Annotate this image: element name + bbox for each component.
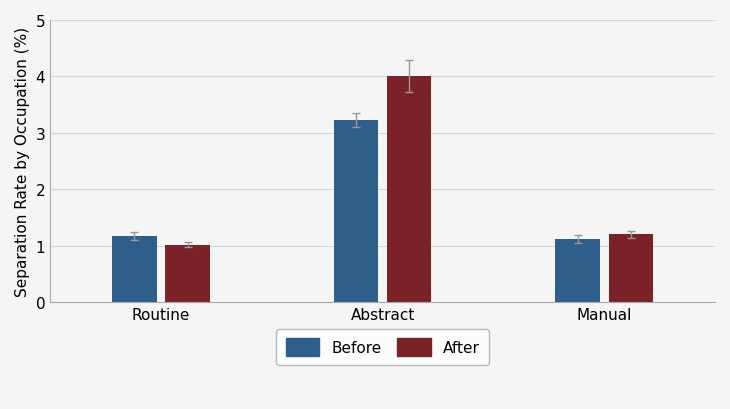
Bar xyxy=(334,121,378,303)
Y-axis label: Separation Rate by Occupation (%): Separation Rate by Occupation (%) xyxy=(15,27,30,297)
Bar xyxy=(556,239,600,303)
Bar xyxy=(609,235,653,303)
Legend: Before, After: Before, After xyxy=(277,329,489,365)
Bar xyxy=(166,245,210,303)
Bar xyxy=(112,236,156,303)
Bar xyxy=(387,77,431,303)
